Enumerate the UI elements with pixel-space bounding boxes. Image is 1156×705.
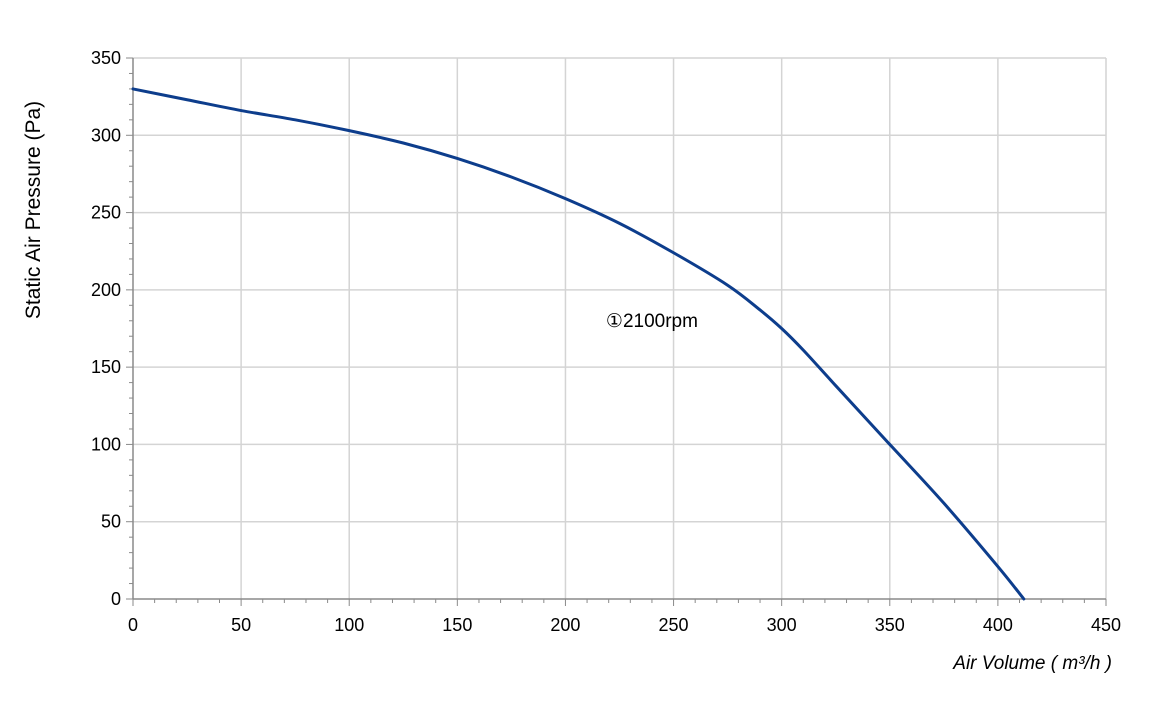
y-tick-label: 200 <box>91 280 121 300</box>
series-lines <box>131 87 1026 601</box>
x-axis-title: Air Volume ( m³/h ) <box>952 653 1112 674</box>
x-tick-label: 300 <box>767 615 797 635</box>
tick-labels: 0 50 100 150 200 250 300 350 400 450 0 50 100 150 200 2… <box>91 48 1121 635</box>
series-line <box>131 87 1026 601</box>
annotations: ①2100rpm <box>606 311 698 332</box>
x-tick-label: 250 <box>659 615 689 635</box>
y-tick-label: 300 <box>91 125 121 145</box>
x-tick-label: 0 <box>128 615 138 635</box>
y-axis-title: Static Air Pressure (Pa) <box>22 101 45 319</box>
x-tick-label: 50 <box>231 615 251 635</box>
y-tick-label: 100 <box>91 434 121 454</box>
y-tick-label: 150 <box>91 357 121 377</box>
curve-annotation: ①2100rpm <box>606 311 698 332</box>
y-tick-label: 0 <box>111 589 121 609</box>
y-tick-label: 250 <box>91 203 121 223</box>
x-tick-label: 350 <box>875 615 905 635</box>
x-tick-label: 400 <box>983 615 1013 635</box>
x-tick-label: 200 <box>550 615 580 635</box>
minor-ticks <box>126 57 1107 606</box>
y-tick-label: 50 <box>101 512 121 532</box>
axes <box>132 58 1106 600</box>
y-tick-label: 350 <box>91 48 121 68</box>
x-tick-label: 450 <box>1091 615 1121 635</box>
x-tick-label: 100 <box>334 615 364 635</box>
x-tick-label: 150 <box>442 615 472 635</box>
